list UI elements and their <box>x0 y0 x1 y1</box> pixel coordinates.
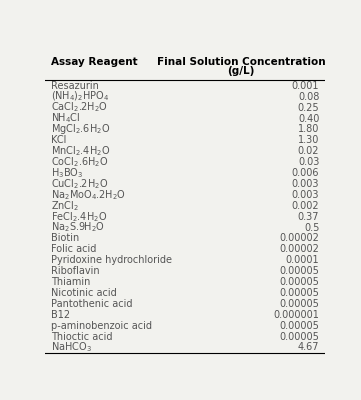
Text: Folic acid: Folic acid <box>51 244 96 254</box>
Text: CoCl$_2$.6H$_2$O: CoCl$_2$.6H$_2$O <box>51 155 108 169</box>
Text: 0.00002: 0.00002 <box>279 234 319 244</box>
Text: 0.40: 0.40 <box>298 114 319 124</box>
Text: NH$_4$Cl: NH$_4$Cl <box>51 112 81 126</box>
Text: ZnCl$_2$: ZnCl$_2$ <box>51 199 79 213</box>
Text: MgCl$_2$.6H$_2$O: MgCl$_2$.6H$_2$O <box>51 122 110 136</box>
Text: Na$_2$S.9H$_2$O: Na$_2$S.9H$_2$O <box>51 221 105 234</box>
Text: 0.0001: 0.0001 <box>286 255 319 265</box>
Text: Thioctic acid: Thioctic acid <box>51 332 112 342</box>
Text: NaHCO$_3$: NaHCO$_3$ <box>51 340 92 354</box>
Text: 0.006: 0.006 <box>292 168 319 178</box>
Text: MnCl$_2$.4H$_2$O: MnCl$_2$.4H$_2$O <box>51 144 110 158</box>
Text: 0.000001: 0.000001 <box>273 310 319 320</box>
Text: 0.002: 0.002 <box>292 201 319 211</box>
Text: KCl: KCl <box>51 135 66 145</box>
Text: 0.08: 0.08 <box>298 92 319 102</box>
Text: Final Solution Concentration: Final Solution Concentration <box>157 57 325 67</box>
Text: 0.003: 0.003 <box>292 190 319 200</box>
Text: 0.00005: 0.00005 <box>279 288 319 298</box>
Text: 0.00005: 0.00005 <box>279 266 319 276</box>
Text: Thiamin: Thiamin <box>51 277 90 287</box>
Text: FeCl$_2$.4H$_2$O: FeCl$_2$.4H$_2$O <box>51 210 107 224</box>
Text: Pantothenic acid: Pantothenic acid <box>51 299 132 309</box>
Text: 0.00005: 0.00005 <box>279 299 319 309</box>
Text: p-aminobenzoic acid: p-aminobenzoic acid <box>51 321 152 331</box>
Text: 4.67: 4.67 <box>298 342 319 352</box>
Text: 1.80: 1.80 <box>298 124 319 134</box>
Text: 0.00005: 0.00005 <box>279 332 319 342</box>
Text: CuCl$_2$.2H$_2$O: CuCl$_2$.2H$_2$O <box>51 177 108 191</box>
Text: Na$_2$MoO$_4$.2H$_2$O: Na$_2$MoO$_4$.2H$_2$O <box>51 188 126 202</box>
Text: 0.00005: 0.00005 <box>279 277 319 287</box>
Text: (NH$_4$)$_2$HPO$_4$: (NH$_4$)$_2$HPO$_4$ <box>51 90 109 104</box>
Text: Resazurin: Resazurin <box>51 81 99 91</box>
Text: 0.25: 0.25 <box>298 102 319 112</box>
Text: H$_3$BO$_3$: H$_3$BO$_3$ <box>51 166 83 180</box>
Text: Assay Reagent: Assay Reagent <box>51 57 137 67</box>
Text: (g/L): (g/L) <box>227 66 255 76</box>
Text: Biotin: Biotin <box>51 234 79 244</box>
Text: 0.003: 0.003 <box>292 179 319 189</box>
Text: 0.03: 0.03 <box>298 157 319 167</box>
Text: 0.5: 0.5 <box>304 222 319 232</box>
Text: 0.37: 0.37 <box>298 212 319 222</box>
Text: B12: B12 <box>51 310 70 320</box>
Text: Nicotinic acid: Nicotinic acid <box>51 288 117 298</box>
Text: 0.02: 0.02 <box>298 146 319 156</box>
Text: 0.001: 0.001 <box>292 81 319 91</box>
Text: Pyridoxine hydrochloride: Pyridoxine hydrochloride <box>51 255 172 265</box>
Text: 0.00002: 0.00002 <box>279 244 319 254</box>
Text: 1.30: 1.30 <box>298 135 319 145</box>
Text: Riboflavin: Riboflavin <box>51 266 99 276</box>
Text: CaCl$_2$.2H$_2$O: CaCl$_2$.2H$_2$O <box>51 101 108 114</box>
Text: 0.00005: 0.00005 <box>279 321 319 331</box>
